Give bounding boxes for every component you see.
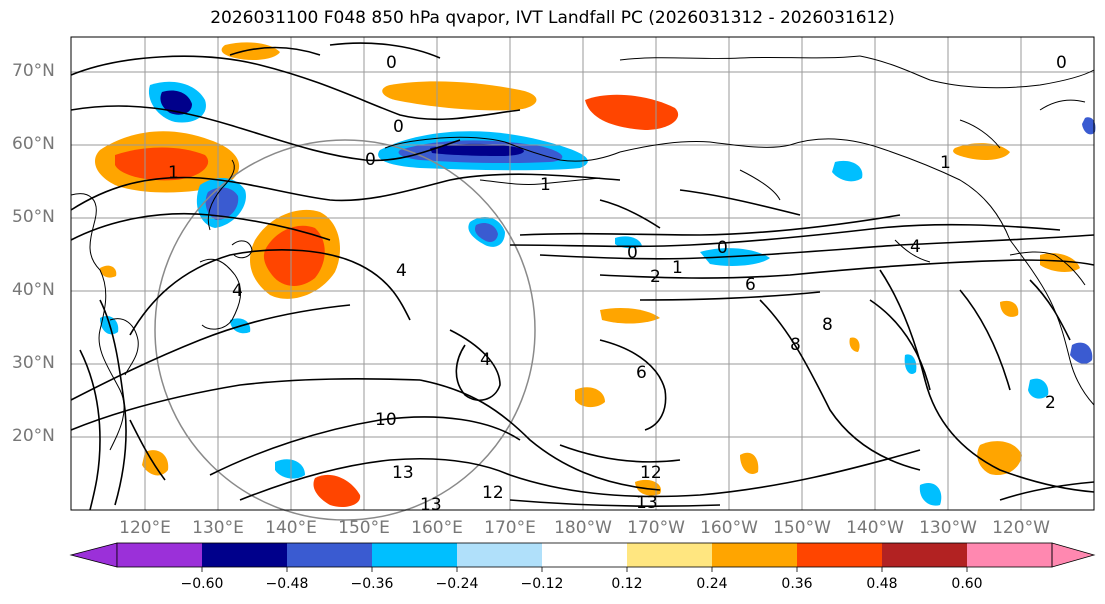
lat-label-30n: 30°N [12,353,55,373]
lon-label-180w: 180°W [554,518,612,538]
contour-label: 13 [636,493,658,513]
colorbar-tick-label: −0.24 [435,576,479,592]
lat-label-60n: 60°N [12,134,55,154]
colorbar-tick-label: −0.12 [520,576,564,592]
contour-label: 2 [1045,393,1056,413]
contour-label: 6 [745,275,756,295]
ivt-contours [70,42,1095,511]
colorbar-tick-label: −0.36 [350,576,394,592]
colorbar-tick-label: 0.48 [866,576,898,592]
contour-label: 4 [396,261,407,281]
lon-label-170e: 170°E [484,518,536,538]
contour-label: 8 [822,315,833,335]
contour-label: 1 [540,175,551,195]
lat-label-70n: 70°N [12,61,55,81]
contour-label: 12 [640,463,662,483]
contour-label: 1 [672,258,683,278]
contour-label: 6 [636,363,647,383]
colorbar-tick-label: 0.12 [611,576,643,592]
colorbar-extend-low [69,542,118,568]
contour-label: 13 [420,495,442,515]
contour-label: 4 [480,350,491,370]
contour-label: 4 [232,281,243,301]
lon-label-150e: 150°E [338,518,390,538]
contour-label: 8 [790,335,801,355]
contour-label: 1 [940,153,951,173]
contour-label: 0 [386,53,397,73]
contour-label: 4 [910,237,921,257]
map-title: 2026031100 F048 850 hPa qvapor, IVT Land… [210,8,895,28]
lon-label-150w: 150°W [773,518,831,538]
lon-label-130e: 130°E [192,518,244,538]
colorbar-tick-label: −0.48 [265,576,309,592]
coastlines [70,55,1095,451]
map-frame [70,36,1095,511]
contour-label: 12 [482,483,504,503]
lon-label-140e: 140°E [265,518,317,538]
colorbar-tick-label: −0.60 [180,576,224,592]
lon-label-160e: 160°E [411,518,463,538]
lon-label-120e: 120°E [119,518,171,538]
colorbar-tick-label: 0.60 [951,576,983,592]
contour-label: 10 [375,410,397,430]
lat-label-40n: 40°N [12,280,55,300]
lon-label-170w: 170°W [627,518,685,538]
lon-label-140w: 140°W [846,518,904,538]
contour-label: 13 [392,463,414,483]
lat-label-20n: 20°N [12,426,55,446]
lon-label-130w: 130°W [919,518,977,538]
colorbar-extend-high [1051,542,1096,568]
colorbar-tick-label: 0.36 [781,576,813,592]
contour-label: 0 [365,150,376,170]
colorbar [69,542,1096,572]
lon-label-120w: 120°W [992,518,1050,538]
contour-labels: 0 0 0 0 0 0 1 1 1 1 2 2 4 4 4 4 6 6 8 8 … [168,53,1067,515]
contour-label: 0 [393,117,404,137]
lon-label-160w: 160°W [700,518,758,538]
landfall-region-outline [154,139,536,521]
colorbar-tick-label: 0.24 [696,576,728,592]
contour-label: 0 [627,243,638,263]
lat-label-50n: 50°N [12,207,55,227]
map-gridlines [71,37,1094,510]
contour-label: 0 [717,238,728,258]
contour-label: 1 [168,163,179,183]
contour-label: 2 [650,267,661,287]
contour-label: 0 [1056,53,1067,73]
